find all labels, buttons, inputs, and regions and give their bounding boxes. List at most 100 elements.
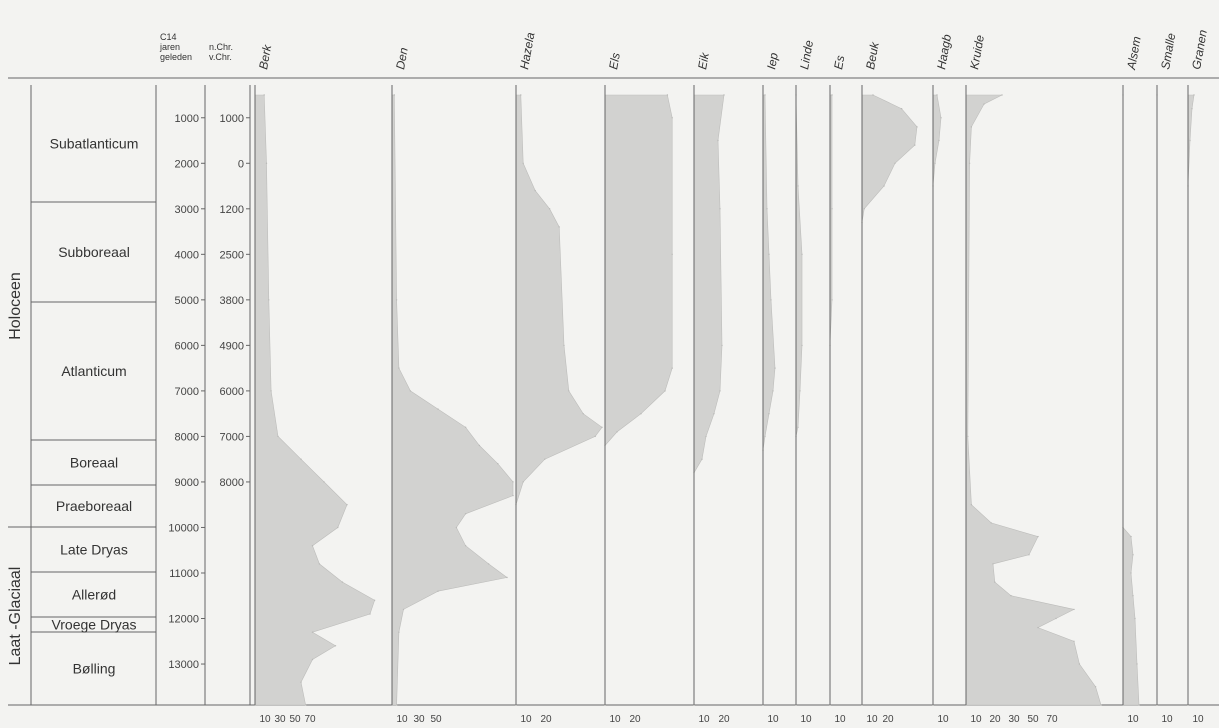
scale-label-alsem: 10 [1127, 714, 1139, 725]
taxon-label-hazela: Hazela [517, 31, 537, 71]
series-point-kruide [983, 103, 985, 105]
series-point-iep [766, 208, 768, 210]
zone-label-boreaal: Boreaal [70, 455, 118, 471]
zone-column: Subatlanticum Subboreaal Atlanticum Boreaal… [31, 85, 157, 705]
series-area-haagb [932, 94, 942, 705]
cal-tick-label: 0 [238, 158, 244, 170]
series-area-granen [1187, 94, 1195, 705]
series-point-els [671, 117, 673, 119]
series-point-iep [772, 390, 774, 392]
series-berk: Berk [254, 43, 376, 706]
taxon-label-es: Es [831, 54, 847, 70]
scale-label-iep: 10 [767, 714, 779, 725]
c14-header-label: geleden [160, 52, 192, 62]
series-point-den [464, 545, 467, 547]
series-point-den [409, 390, 412, 392]
series-point-kruide [1055, 617, 1057, 620]
series-point-eik [701, 458, 703, 460]
cal-header-label: n.Chr. [209, 42, 233, 52]
scale-label-den: 30 [413, 714, 425, 725]
series-point-den [478, 444, 481, 447]
c14-tick-label: 8000 [175, 431, 199, 443]
series-point-iep [764, 94, 766, 96]
series-point-hazela [522, 162, 524, 164]
series-point-hazela [520, 94, 522, 96]
series-point-es [831, 94, 833, 96]
taxon-label-linde: Linde [797, 39, 816, 71]
series-point-haagb [936, 94, 938, 96]
scale-label-kruide: 30 [1008, 714, 1020, 725]
series-point-berk [323, 481, 325, 483]
series-area-eik [693, 94, 725, 705]
zone-label-atlanticum: Atlanticum [61, 363, 126, 379]
series-iep: Iep [762, 51, 781, 706]
series-point-hazela [594, 435, 596, 438]
scale-label-linde: 10 [800, 714, 812, 725]
series-point-linde [797, 185, 799, 187]
scale-label-eik: 20 [718, 714, 730, 725]
scale-label-beuk: 20 [882, 714, 894, 725]
series-point-haagb [938, 139, 940, 142]
series-haagb: Haagb [932, 33, 954, 706]
series-point-linde [799, 390, 801, 392]
series-point-berk [318, 563, 321, 565]
series-point-beuk [916, 126, 918, 128]
c14-tick-label: 1000 [175, 113, 199, 125]
series-point-beuk [883, 185, 885, 187]
cal-header-label: v.Chr. [209, 52, 232, 62]
series-point-haagb [934, 162, 936, 164]
series-point-kruide [1010, 595, 1012, 597]
scale-label-kruide: 70 [1046, 714, 1058, 725]
c14-tick-label: 3000 [175, 204, 199, 216]
cal-tick-label: 7000 [220, 431, 244, 443]
c14-tick-label: 2000 [175, 158, 199, 170]
scale-label-kruide: 50 [1027, 714, 1039, 725]
series-point-els [616, 431, 618, 433]
series-point-den [395, 704, 398, 706]
series-point-els [671, 367, 673, 369]
series-point-els [664, 390, 666, 392]
epoch-label-holoceen: Holoceen [7, 272, 24, 340]
epoch-label-laat-glaciaal: Laat -Glaciaal [7, 567, 24, 666]
cal-tick-label: 2500 [220, 249, 244, 261]
series-hazela: Hazela [515, 31, 603, 706]
scale-label-es: 10 [834, 714, 846, 725]
series-point-granen [1193, 94, 1195, 96]
series-area-kruide [965, 94, 1102, 706]
series-area-berk [254, 94, 375, 706]
series-point-eik [705, 435, 707, 438]
series-point-iep [764, 435, 766, 438]
scale-label-berk: 50 [289, 714, 301, 725]
series-area-beuk [861, 94, 918, 705]
series-point-kruide [967, 435, 969, 438]
scale-label-smalle: 10 [1161, 714, 1173, 725]
taxon-label-kruide: Kruide [967, 34, 987, 71]
series-point-hazela [548, 208, 551, 210]
series-point-eik [719, 208, 721, 210]
series-area-linde [795, 94, 803, 705]
scale-label-granen: 10 [1192, 714, 1204, 725]
series-point-kruide [1094, 686, 1097, 688]
series-point-beuk [872, 94, 874, 96]
c14-tick-label: 5000 [175, 295, 199, 307]
series-point-alsem [1134, 617, 1136, 620]
cal-tick-label: 4900 [220, 340, 244, 352]
series-point-berk [277, 435, 279, 438]
series-point-granen [1189, 139, 1191, 142]
percentage-scales: 10 30 50 70 10 30 50 10 20 10 20 10 20 10 10 10 10 20 10 10… [259, 714, 1204, 725]
scale-label-kruide: 10 [970, 714, 982, 725]
series-granen: Granen [1187, 28, 1210, 706]
series-point-berk [311, 545, 314, 547]
c14-tick-label: 13000 [168, 659, 199, 671]
series-eik: Eik [693, 51, 725, 706]
scale-label-hazela: 10 [520, 714, 532, 725]
c14-tick-label: 12000 [168, 614, 199, 626]
series-point-den [512, 481, 514, 483]
series-smalle: Smalle [1156, 32, 1178, 706]
series-point-alsem [1132, 595, 1134, 597]
series-els: Els [604, 52, 673, 706]
series-point-den [437, 408, 439, 410]
series-point-kruide [992, 563, 994, 565]
cal-tick-label: 8000 [220, 477, 244, 489]
series-point-hazela [558, 226, 560, 228]
